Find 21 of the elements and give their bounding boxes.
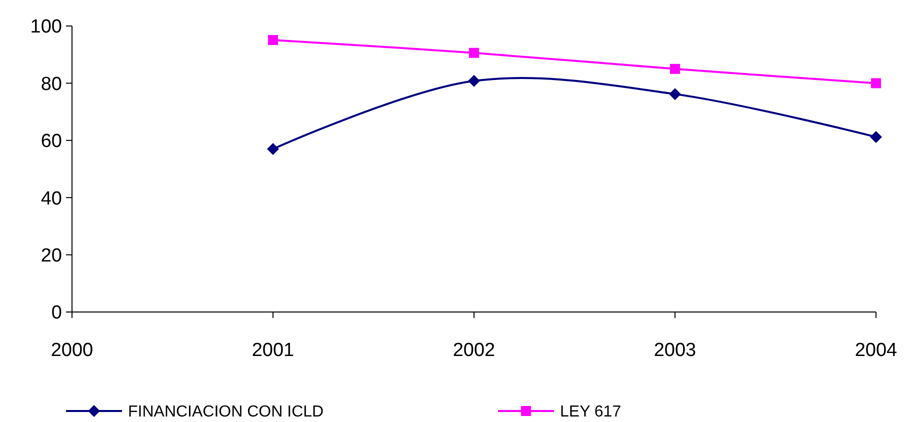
point <box>670 64 680 74</box>
x-tick-label: 2000 <box>50 340 94 361</box>
y-tick-label: 40 <box>40 188 62 210</box>
point <box>267 142 279 155</box>
y-tick-label: 60 <box>40 131 62 152</box>
point <box>871 78 881 88</box>
legend-label: FINANCIACION CON ICLD <box>128 404 324 421</box>
x-tick-label: 2002 <box>452 340 496 361</box>
legend-label: LEY 617 <box>560 404 622 421</box>
point <box>468 74 480 87</box>
point <box>268 35 278 46</box>
point <box>870 130 882 143</box>
y-tick-label: 100 <box>30 16 62 38</box>
y-tick-label: 80 <box>40 74 62 95</box>
point <box>669 88 681 100</box>
y-tick-label: 0 <box>51 302 62 324</box>
x-tick-label: 2001 <box>252 340 294 361</box>
x-tick-label: 2003 <box>654 340 696 361</box>
y-tick-label: 20 <box>40 245 62 266</box>
point <box>469 48 479 58</box>
x-tick-label: 2004 <box>854 340 898 361</box>
